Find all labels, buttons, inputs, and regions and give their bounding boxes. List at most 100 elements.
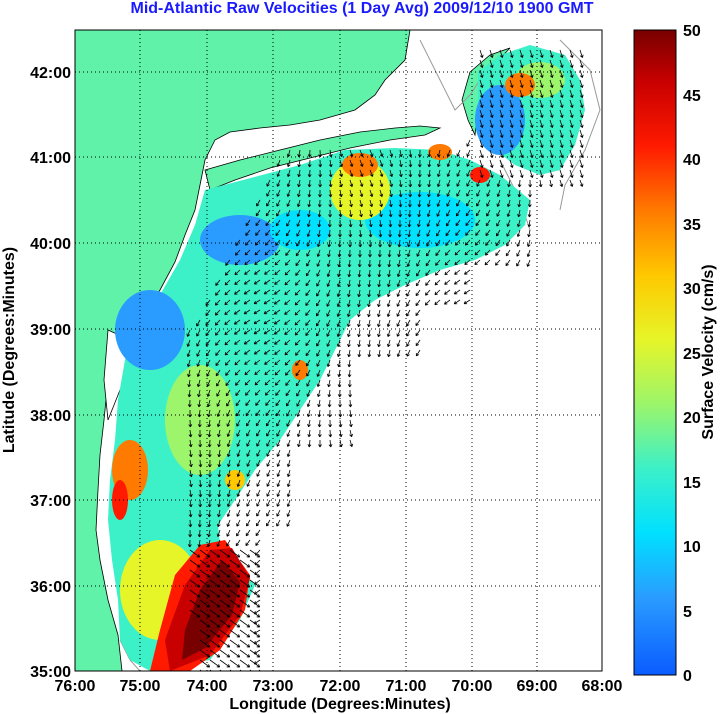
velocity-arrow bbox=[397, 229, 402, 238]
velocity-arrow bbox=[306, 369, 311, 377]
velocity-arrow bbox=[265, 209, 271, 217]
velocity-arrow bbox=[336, 309, 341, 317]
velocity-arrow bbox=[389, 179, 394, 188]
velocity-arrow bbox=[234, 329, 241, 335]
velocity-arrow bbox=[305, 349, 311, 357]
velocity-arrow bbox=[505, 259, 511, 267]
velocity-arrow bbox=[579, 49, 584, 58]
velocity-arrow bbox=[569, 139, 574, 148]
velocity-arrow bbox=[236, 509, 241, 517]
velocity-arrow bbox=[517, 189, 522, 198]
velocity-arrow bbox=[255, 549, 261, 556]
velocity-arrow bbox=[326, 269, 331, 277]
velocity-arrow bbox=[455, 219, 461, 227]
velocity-arrow bbox=[499, 99, 504, 108]
velocity-arrow bbox=[519, 99, 524, 108]
colorbar-tick-label: 10 bbox=[683, 539, 701, 556]
velocity-arrow bbox=[559, 139, 564, 148]
bathymetry-contours bbox=[119, 39, 601, 671]
velocity-arrow bbox=[236, 519, 241, 527]
velocity-arrow bbox=[499, 79, 504, 88]
velocity-arrow bbox=[256, 489, 261, 497]
velocity-arrow bbox=[286, 159, 291, 168]
velocity-arrow bbox=[485, 219, 491, 227]
velocity-arrow bbox=[425, 289, 431, 296]
velocity-arrow bbox=[317, 399, 321, 408]
velocity-arrow bbox=[206, 539, 211, 548]
velocity-arrow bbox=[305, 269, 311, 277]
velocity-arrow bbox=[196, 329, 201, 337]
velocity-arrow bbox=[276, 419, 281, 427]
velocity-arrow bbox=[224, 279, 231, 286]
velocity-arrow bbox=[316, 389, 321, 398]
velocity-arrow bbox=[474, 259, 481, 266]
velocity-arrow bbox=[219, 619, 231, 628]
velocity-arrow bbox=[266, 519, 271, 527]
velocity-arrow bbox=[347, 349, 351, 358]
velocity-arrow bbox=[496, 219, 501, 227]
velocity-arrow bbox=[377, 339, 381, 348]
velocity-arrow bbox=[239, 629, 251, 638]
velocity-arrow bbox=[499, 159, 504, 168]
velocity-arrow bbox=[265, 229, 271, 236]
velocity-arrow bbox=[286, 439, 291, 447]
velocity-arrow bbox=[264, 259, 271, 266]
velocity-arrow bbox=[396, 279, 401, 287]
velocity-arrow bbox=[463, 279, 471, 285]
velocity-arrow bbox=[219, 629, 231, 638]
velocity-arrow bbox=[197, 399, 202, 408]
velocity-arrow bbox=[239, 649, 251, 658]
velocity-arrow bbox=[246, 499, 251, 507]
velocity-arrow bbox=[527, 209, 532, 218]
velocity-arrow bbox=[263, 329, 271, 335]
velocity-arrow bbox=[339, 179, 343, 188]
y-axis-ticks: 35:00 36:00 37:00 38:00 39:00 40:00 41:0… bbox=[30, 65, 71, 681]
velocity-arrow bbox=[549, 99, 554, 108]
velocity-arrow bbox=[297, 179, 301, 188]
velocity-arrow bbox=[198, 459, 203, 468]
velocity-arrow bbox=[264, 269, 271, 275]
velocity-arrow bbox=[253, 329, 261, 335]
velocity-arrow bbox=[263, 299, 271, 305]
velocity-arrow bbox=[273, 319, 281, 325]
velocity-arrow bbox=[516, 259, 521, 267]
velocity-arrow bbox=[198, 479, 203, 488]
velocity-arrow bbox=[496, 179, 501, 187]
velocity-arrow bbox=[253, 659, 261, 665]
velocity-arrow bbox=[219, 639, 231, 648]
velocity-arrow bbox=[346, 319, 351, 328]
velocity-arrow bbox=[444, 279, 451, 285]
velocity-arrow bbox=[255, 519, 261, 527]
velocity-arrow bbox=[387, 259, 392, 268]
velocity-arrow bbox=[189, 559, 201, 568]
velocity-arrow bbox=[198, 509, 202, 518]
velocity-arrow bbox=[349, 149, 354, 157]
velocity-arrow bbox=[285, 239, 291, 247]
velocity-arrow bbox=[275, 219, 281, 227]
velocity-arrow bbox=[326, 329, 331, 337]
velocity-arrow bbox=[549, 79, 554, 88]
velocity-arrow bbox=[464, 269, 471, 275]
velocity-arrow bbox=[286, 479, 291, 488]
velocity-arrow bbox=[215, 349, 221, 356]
velocity-arrow bbox=[253, 639, 261, 645]
velocity-arrow bbox=[426, 209, 431, 217]
velocity-arrow bbox=[227, 459, 231, 468]
velocity-arrow bbox=[396, 309, 401, 317]
velocity-arrow bbox=[559, 169, 564, 178]
velocity-arrow bbox=[305, 299, 311, 306]
velocity-arrow bbox=[528, 189, 532, 198]
velocity-arrow bbox=[266, 469, 271, 477]
velocity-arrow bbox=[326, 259, 331, 268]
velocity-arrow bbox=[357, 269, 362, 278]
velocity-arrow bbox=[209, 549, 221, 558]
velocity-arrow bbox=[215, 289, 221, 296]
velocity-arrow bbox=[349, 419, 353, 428]
velocity-arrow bbox=[286, 189, 291, 197]
velocity-arrow bbox=[297, 159, 302, 168]
velocity-arrow bbox=[226, 429, 231, 437]
velocity-arrow bbox=[307, 149, 312, 158]
velocity-arrow bbox=[286, 489, 291, 497]
velocity-arrow bbox=[217, 489, 222, 498]
velocity-arrow bbox=[187, 379, 192, 388]
